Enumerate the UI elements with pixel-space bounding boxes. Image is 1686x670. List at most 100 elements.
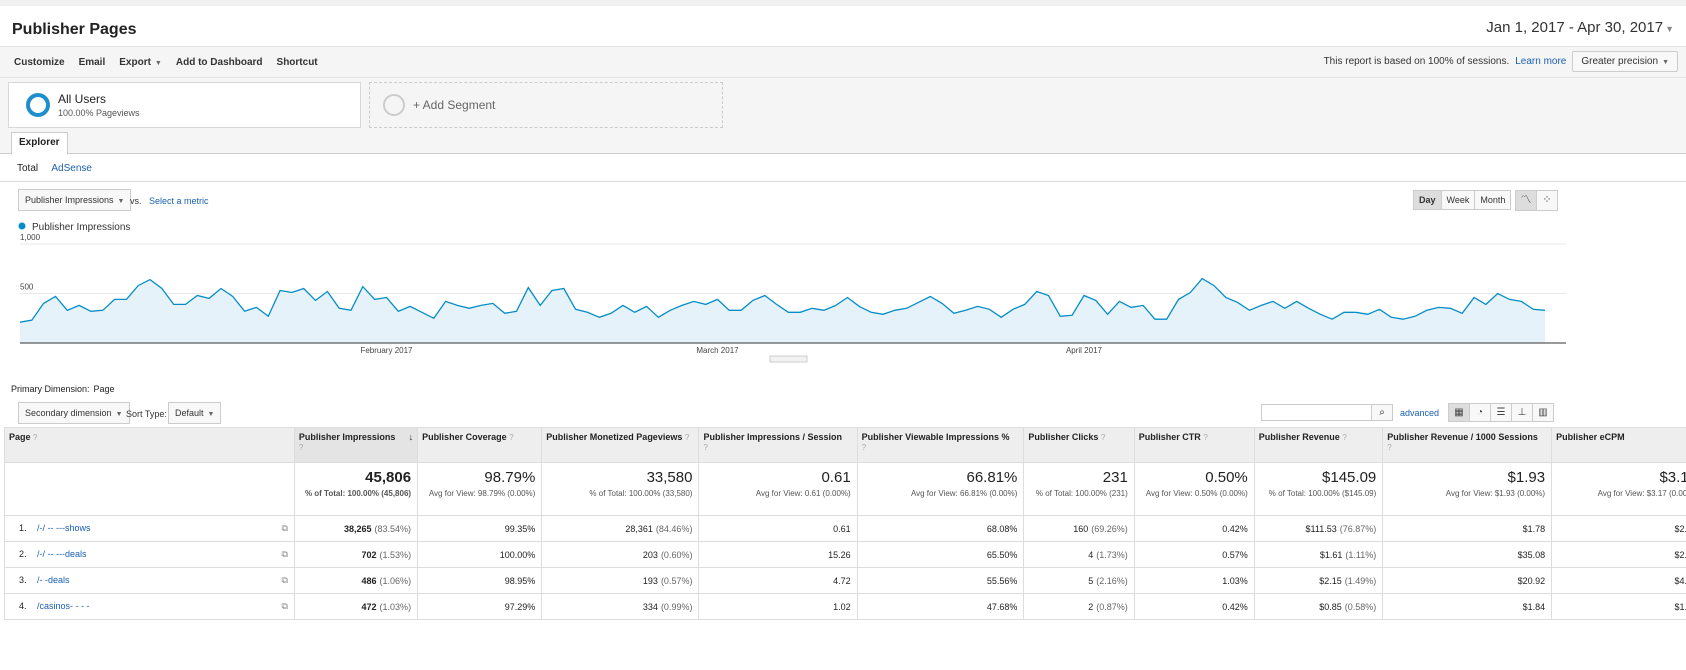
sort-type-select[interactable]: Default ▼ [168, 402, 222, 424]
empty-ring-icon [383, 94, 405, 116]
comparison-icon[interactable]: ⊥ [1511, 403, 1533, 422]
add-segment-label: + Add Segment [413, 98, 496, 112]
totals-cell: $3.17Avg for View: $3.17 (0.00%) [1551, 462, 1686, 516]
add-to-dashboard-button[interactable]: Add to Dashboard [175, 57, 263, 68]
column-header[interactable]: Publisher Revenue / 1000 Sessions? [1382, 427, 1553, 463]
export-label: Export [119, 57, 151, 68]
page-cell: 4. /casinos- - - - ⧉ [4, 593, 295, 620]
line-chart-icon[interactable]: 〽 [1515, 190, 1537, 211]
email-button[interactable]: Email [78, 57, 106, 68]
pivot-icon[interactable]: ▥ [1532, 403, 1554, 422]
totals-cell [4, 462, 295, 516]
help-icon: ? [1387, 443, 1392, 452]
external-link-icon[interactable]: ⧉ [281, 575, 288, 585]
date-range-picker[interactable]: Jan 1, 2017 - Apr 30, 2017 ▼ [1482, 17, 1678, 38]
row-number: 2. [19, 549, 27, 559]
page-link[interactable]: /-/ -- ---deals [37, 549, 87, 559]
sort-type-label: Sort Type: [126, 409, 167, 419]
column-header[interactable]: Publisher Coverage ? [417, 427, 543, 463]
external-link-icon[interactable]: ⧉ [281, 523, 288, 533]
primary-dimension-label: Primary Dimension: [11, 384, 90, 394]
search-icon[interactable]: ⌕ [1371, 404, 1393, 421]
customize-button[interactable]: Customize [14, 57, 65, 68]
select-metric-link[interactable]: Select a metric [149, 196, 209, 206]
day-button[interactable]: Day [1413, 190, 1442, 210]
table-row: 1. /-/ -- ---shows ⧉ 38,265 (83.54%) 99.35% 28… [4, 515, 1686, 542]
segment-all-users[interactable]: All Users 100.00% Pageviews [8, 82, 361, 128]
help-icon: ? [298, 443, 304, 452]
export-button[interactable]: Export ▼ [119, 57, 162, 68]
column-header[interactable]: Publisher eCPM [1551, 427, 1686, 463]
page-title: Publisher Pages [12, 21, 137, 38]
column-header[interactable]: Publisher Impressions / Session? [698, 427, 858, 463]
granularity-group: Day Week Month [1413, 190, 1512, 210]
coverage-cell: 97.29% [417, 593, 543, 620]
performance-icon[interactable]: ☰ [1490, 403, 1512, 422]
motion-chart-icon[interactable]: ⁘ [1536, 190, 1558, 211]
impressions-cell: 472 (1.03%) [293, 593, 419, 620]
column-header[interactable]: Publisher CTR ? [1133, 427, 1255, 463]
table-search-input[interactable] [1261, 404, 1372, 421]
report-header: Publisher Pages Jan 1, 2017 - Apr 30, 20… [0, 6, 1686, 46]
subtab-adsense[interactable]: AdSense [51, 163, 92, 174]
week-button[interactable]: Week [1440, 190, 1476, 210]
revenue-cell: $2.15 (1.49%) [1253, 567, 1384, 594]
page-cell: 2. /-/ -- ---deals ⧉ [4, 541, 295, 568]
impressions-cell: 38,265 (83.54%) [293, 515, 419, 542]
column-header[interactable]: Publisher Revenue ? [1253, 427, 1384, 463]
timeline-chart: Publisher Impressions 1,000 500 February 20… [0, 218, 1686, 378]
coverage-cell: 98.95% [417, 567, 543, 594]
month-button[interactable]: Month [1474, 190, 1512, 210]
external-link-icon[interactable]: ⧉ [281, 601, 288, 611]
column-header[interactable]: Publisher Viewable Impressions %? [856, 427, 1025, 463]
page-cell: 3. /- -deals ⧉ [4, 567, 295, 594]
shortcut-button[interactable]: Shortcut [276, 57, 318, 68]
totals-cell: $145.09% of Total: 100.00% ($145.09) [1253, 462, 1384, 516]
sessions-note: This report is based on 100% of sessions… [1323, 56, 1510, 67]
data-table-icon[interactable]: ▦ [1448, 403, 1470, 422]
column-header[interactable]: Publisher Monetized Pageviews ? [541, 427, 700, 463]
precision-dropdown[interactable]: Greater precision ▼ [1572, 51, 1678, 72]
add-segment-button[interactable]: + Add Segment [369, 82, 723, 128]
sort-type-value: Default [175, 408, 204, 418]
clicks-cell: 2 (0.87%) [1023, 593, 1135, 620]
x-tick-label: April 2017 [1066, 346, 1103, 355]
external-link-icon[interactable]: ⧉ [281, 549, 288, 559]
chart-collapse-handle [769, 355, 808, 363]
subtab-total[interactable]: Total [17, 163, 39, 174]
tab-bar: Explorer [0, 130, 1686, 155]
date-range-text: Jan 1, 2017 - Apr 30, 2017 [1486, 19, 1664, 36]
y-tick-label: 500 [20, 283, 34, 292]
primary-dimension-value[interactable]: Page [93, 384, 115, 394]
help-icon: ? [1342, 433, 1347, 442]
totals-row: 45,806% of Total: 100.00% (45,806) 98.79… [4, 462, 1686, 516]
column-header[interactable]: Publisher Impressions ↓? [293, 427, 419, 463]
page-link[interactable]: /-/ -- ---shows [37, 523, 91, 533]
page-link[interactable]: /- -deals [37, 575, 70, 585]
ecpm-cell: $4.43 [1551, 567, 1686, 594]
column-header[interactable]: Page ? [4, 427, 295, 463]
rps-cell: $1.84 [1382, 593, 1553, 620]
page-link[interactable]: /casinos- - - - [37, 601, 90, 611]
table-view-group: ▦ ◔ ☰ ⊥ ▥ [1448, 403, 1554, 422]
segment-ring-icon [26, 93, 50, 117]
chevron-down-icon: ▼ [154, 60, 162, 67]
ctr-cell: 0.42% [1133, 515, 1255, 542]
legend-label: Publisher Impressions [32, 222, 130, 233]
metric-select[interactable]: Publisher Impressions ▼ [18, 189, 132, 211]
chevron-down-icon: ▼ [207, 411, 215, 418]
impressions-cell: 702 (1.53%) [293, 541, 419, 568]
column-header[interactable]: Publisher Clicks ? [1023, 427, 1135, 463]
tab-explorer[interactable]: Explorer [11, 132, 68, 155]
viewable-cell: 68.08% [856, 515, 1025, 542]
totals-cell: 231% of Total: 100.00% (231) [1023, 462, 1135, 516]
secondary-dimension-select[interactable]: Secondary dimension ▼ [18, 402, 130, 424]
advanced-filter-link[interactable]: advanced [1400, 408, 1440, 418]
secondary-dimension-label: Secondary dimension [25, 408, 112, 418]
clicks-cell: 5 (2.16%) [1023, 567, 1135, 594]
pie-chart-icon[interactable]: ◔ [1469, 403, 1491, 422]
ips-cell: 4.72 [698, 567, 858, 594]
learn-more-link[interactable]: Learn more [1515, 56, 1567, 67]
totals-cell: 98.79% Avg for View: 98.79% (0.00%) [417, 462, 543, 516]
x-tick-label: March 2017 [696, 346, 739, 355]
